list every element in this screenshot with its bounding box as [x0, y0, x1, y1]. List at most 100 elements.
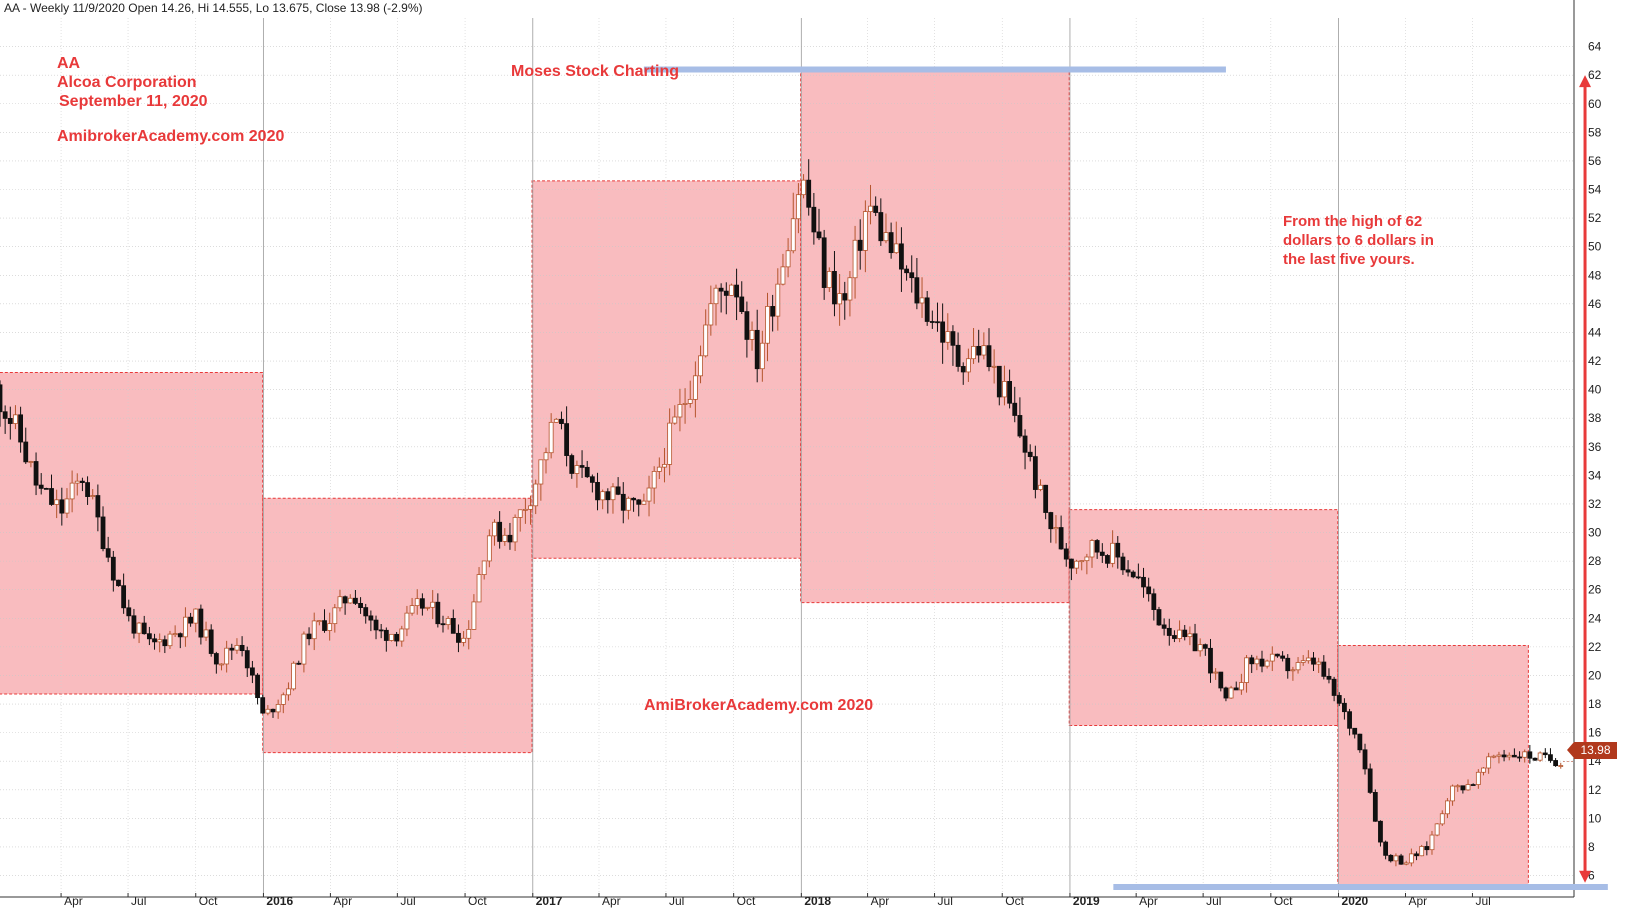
candle-body — [33, 461, 39, 486]
candle-body — [1182, 629, 1188, 638]
candle-body — [167, 633, 173, 647]
candle-body — [512, 517, 518, 543]
candle-body — [873, 205, 879, 213]
candle-body — [265, 708, 271, 714]
candle-body — [620, 493, 626, 511]
candle-body — [1347, 711, 1352, 729]
candle-body — [177, 633, 183, 638]
candle-body — [1367, 768, 1373, 793]
candle-body — [837, 293, 843, 305]
range-zone-2 — [531, 180, 802, 559]
candle-body — [1403, 862, 1409, 865]
candle-body — [172, 633, 178, 636]
candle-body — [1187, 633, 1193, 638]
candle-body — [1208, 647, 1213, 674]
price-tick-label: 64 — [1588, 40, 1602, 54]
candle-body — [1311, 657, 1316, 665]
last-price-tag: 13.98 — [1567, 742, 1617, 759]
candle-body — [358, 602, 363, 608]
candle-body — [517, 509, 523, 518]
candle-body — [0, 384, 3, 413]
candle-body — [672, 416, 678, 424]
price-tick-label: 24 — [1588, 611, 1602, 625]
candle-body — [1228, 687, 1234, 699]
candle-body — [857, 239, 863, 251]
candle-body — [311, 620, 317, 640]
candle-body — [1172, 635, 1177, 639]
candle-body — [935, 321, 940, 324]
site-watermark-top: AmibrokerAcademy.com 2020 — [57, 128, 285, 145]
price-tick-label: 42 — [1588, 354, 1602, 368]
candle-body — [425, 606, 430, 609]
candle-body — [811, 206, 817, 233]
candle-body — [383, 629, 389, 641]
candle-body — [1048, 512, 1054, 530]
candle-body — [208, 629, 214, 654]
candle-body — [471, 601, 477, 630]
price-tick-label: 60 — [1588, 97, 1602, 111]
candle-body — [476, 574, 482, 603]
candle-body — [1378, 820, 1383, 843]
price-tick-label: 38 — [1588, 411, 1602, 425]
date-tick-label: Jul — [1475, 894, 1490, 908]
candle-body — [193, 608, 199, 624]
price-tick-label: 20 — [1588, 668, 1602, 682]
date-tick-label: 2017 — [536, 894, 563, 908]
date-label: September 11, 2020 — [59, 93, 208, 110]
date-tick-label: Jul — [669, 894, 684, 908]
price-tick-label: 62 — [1588, 68, 1602, 82]
candle-body — [1192, 633, 1198, 652]
candle-body — [589, 476, 595, 483]
price-tick-label: 34 — [1588, 468, 1602, 482]
candle-body — [59, 499, 65, 514]
candle-body — [1460, 785, 1466, 791]
candle-body — [1290, 669, 1296, 672]
candle-body — [1084, 556, 1090, 562]
candle-body — [49, 488, 54, 505]
candle-body — [1007, 381, 1012, 404]
price-tick-label: 54 — [1588, 183, 1602, 197]
candle-body — [162, 639, 168, 647]
candle-body — [904, 268, 909, 274]
candle-body — [667, 422, 673, 465]
candle-body — [749, 329, 755, 340]
candle-body — [1110, 542, 1116, 564]
candle-body — [445, 618, 451, 626]
candle-body — [255, 674, 260, 699]
date-tick-label: Jul — [1206, 894, 1221, 908]
candle-body — [852, 239, 858, 279]
drop-note: From the high of 62 dollars to 6 dollars… — [1283, 212, 1434, 269]
price-tick-label: 16 — [1588, 726, 1602, 740]
chart-header: AA - Weekly 11/9/2020 Open 14.26, Hi 14.… — [4, 1, 423, 15]
candle-body — [883, 232, 889, 242]
date-tick-label: Jul — [400, 894, 415, 908]
candle-body — [790, 218, 796, 252]
date-tick-label: Apr — [64, 894, 83, 908]
candle-body — [414, 598, 420, 607]
candle-body — [955, 344, 961, 367]
price-tick-label: 36 — [1588, 440, 1602, 454]
candle-body — [461, 637, 466, 643]
candle-body — [862, 211, 868, 251]
candle-body — [1089, 540, 1095, 558]
candle-body — [615, 486, 621, 495]
candle-body — [893, 243, 899, 254]
candle-body — [1130, 571, 1136, 578]
date-tick-label: Jul — [131, 894, 146, 908]
candle-body — [1357, 733, 1363, 751]
candle-body — [1470, 784, 1476, 786]
candle-body — [1254, 658, 1260, 665]
candle-body — [497, 521, 503, 542]
price-tick-label: 18 — [1588, 697, 1602, 711]
candle-body — [1300, 660, 1306, 663]
candle-body — [595, 481, 600, 501]
candle-body — [80, 480, 85, 483]
candle-body — [105, 548, 111, 558]
candle-body — [1069, 558, 1074, 569]
candle-body — [770, 306, 776, 317]
candle-body — [1223, 687, 1229, 699]
candle-body — [687, 398, 693, 404]
candle-body — [651, 471, 657, 489]
candle-body — [389, 633, 394, 641]
